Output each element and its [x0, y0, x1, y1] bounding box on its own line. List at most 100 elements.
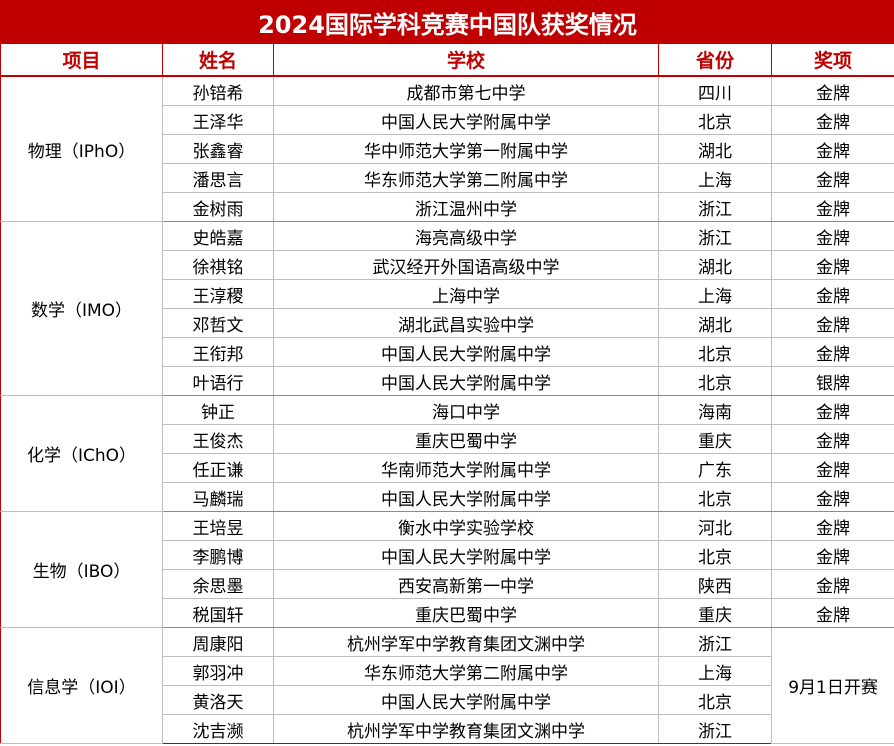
province-cell: 广东	[658, 453, 772, 483]
name-cell: 马麟瑞	[162, 482, 274, 512]
province-cell: 湖北	[658, 250, 772, 280]
province-cell: 湖北	[658, 134, 772, 164]
school-cell: 湖北武昌实验中学	[273, 308, 659, 338]
school-cell: 华南师范大学附属中学	[273, 453, 659, 483]
school-cell: 上海中学	[273, 279, 659, 309]
award-cell: 9月1日开赛	[770, 627, 894, 744]
school-cell: 浙江温州中学	[273, 192, 659, 222]
name-cell: 王俊杰	[162, 424, 274, 454]
name-cell: 史皓嘉	[162, 221, 274, 251]
school-cell: 中国人民大学附属中学	[273, 482, 659, 512]
table-row: 邓哲文 湖北武昌实验中学 湖北 金牌	[1, 308, 894, 338]
school-cell: 海亮高级中学	[273, 221, 659, 251]
province-cell: 重庆	[658, 424, 772, 454]
subject-cell: 物理（IPhO）	[0, 75, 163, 222]
province-cell: 重庆	[658, 598, 772, 628]
sheet-title: 2024国际学科竞赛中国队获奖情况	[0, 0, 894, 44]
table-row: 金树雨 浙江温州中学 浙江 金牌	[1, 192, 894, 222]
table-body: 物理（IPhO） 孙锫希 成都市第七中学 四川 金牌 王泽华 中国人民大学附属中学 北京 金牌张…	[0, 75, 894, 744]
school-cell: 成都市第七中学	[273, 75, 659, 106]
name-cell: 任正谦	[162, 453, 274, 483]
award-cell: 金牌	[770, 598, 894, 628]
province-cell: 上海	[658, 279, 772, 309]
award-cell: 金牌	[770, 105, 894, 135]
school-cell: 重庆巴蜀中学	[273, 424, 659, 454]
header-award: 奖项	[770, 43, 894, 77]
province-cell: 北京	[658, 366, 772, 396]
table-row: 化学（IChO） 钟正 海口中学 海南 金牌	[0, 395, 894, 512]
header-name: 姓名	[162, 43, 274, 77]
province-cell: 河北	[658, 511, 772, 541]
school-cell: 华东师范大学第二附属中学	[273, 163, 659, 193]
name-cell: 邓哲文	[162, 308, 274, 338]
school-cell: 中国人民大学附属中学	[273, 105, 659, 135]
name-cell: 潘思言	[162, 163, 274, 193]
name-cell: 孙锫希	[162, 75, 274, 106]
award-cell: 金牌	[770, 308, 894, 338]
province-cell: 浙江	[658, 192, 772, 222]
school-cell: 中国人民大学附属中学	[273, 366, 659, 396]
award-cell: 金牌	[770, 395, 894, 425]
award-cell: 金牌	[770, 221, 894, 251]
award-cell: 金牌	[770, 134, 894, 164]
table-row: 张鑫睿 华中师范大学第一附属中学 湖北 金牌	[1, 134, 894, 164]
name-cell: 张鑫睿	[162, 134, 274, 164]
name-cell: 沈吉濒	[162, 714, 274, 744]
province-cell: 北京	[658, 337, 772, 367]
subject-cell: 信息学（IOI）	[0, 627, 163, 744]
school-cell: 中国人民大学附属中学	[273, 685, 659, 715]
subject-cell: 生物（IBO）	[0, 511, 163, 628]
table-row: 物理（IPhO） 孙锫希 成都市第七中学 四川 金牌	[0, 75, 894, 222]
award-cell: 金牌	[770, 569, 894, 599]
table-row: 李鹏博 中国人民大学附属中学 北京 金牌	[1, 540, 894, 570]
province-cell: 四川	[658, 75, 772, 106]
table-row: 数学（IMO） 史皓嘉 海亮高级中学 浙江 金牌	[0, 221, 894, 396]
name-cell: 余思墨	[162, 569, 274, 599]
school-cell: 华东师范大学第二附属中学	[273, 656, 659, 686]
table-row: 信息学（IOI） 周康阳 杭州学军中学教育集团文渊中学 浙江 9月1日开赛	[0, 627, 894, 744]
award-cell: 金牌	[770, 482, 894, 512]
name-cell: 黄洛天	[162, 685, 274, 715]
school-cell: 杭州学军中学教育集团文渊中学	[273, 714, 659, 744]
award-cell: 金牌	[770, 75, 894, 106]
province-cell: 北京	[658, 685, 772, 715]
table-row: 王泽华 中国人民大学附属中学 北京 金牌	[1, 105, 894, 135]
award-cell: 金牌	[770, 337, 894, 367]
table-row: 沈吉濒 杭州学军中学教育集团文渊中学 浙江	[1, 714, 894, 744]
table-row: 黄洛天 中国人民大学附属中学 北京	[1, 685, 894, 715]
school-cell: 中国人民大学附属中学	[273, 540, 659, 570]
award-cell: 金牌	[770, 163, 894, 193]
school-cell: 重庆巴蜀中学	[273, 598, 659, 628]
province-cell: 北京	[658, 105, 772, 135]
province-cell: 湖北	[658, 308, 772, 338]
name-cell: 周康阳	[162, 627, 274, 657]
school-cell: 武汉经开外国语高级中学	[273, 250, 659, 280]
name-cell: 李鹏博	[162, 540, 274, 570]
province-cell: 海南	[658, 395, 772, 425]
header-row: 项目 姓名 学校 省份 奖项	[0, 43, 894, 77]
name-cell: 金树雨	[162, 192, 274, 222]
school-cell: 中国人民大学附属中学	[273, 337, 659, 367]
name-cell: 叶语行	[162, 366, 274, 396]
province-cell: 陕西	[658, 569, 772, 599]
table-row: 马麟瑞 中国人民大学附属中学 北京 金牌	[1, 482, 894, 512]
school-cell: 西安高新第一中学	[273, 569, 659, 599]
province-cell: 浙江	[658, 221, 772, 251]
school-cell: 华中师范大学第一附属中学	[273, 134, 659, 164]
province-cell: 北京	[658, 540, 772, 570]
table-row: 王衔邦 中国人民大学附属中学 北京 金牌	[1, 337, 894, 367]
title-row: 2024国际学科竞赛中国队获奖情况	[0, 0, 894, 44]
table-row: 生物（IBO） 王培昱 衡水中学实验学校 河北金牌	[0, 511, 894, 628]
name-cell: 王培昱	[162, 511, 274, 541]
award-cell: 金牌	[770, 192, 894, 222]
school-cell: 衡水中学实验学校	[273, 511, 659, 541]
name-cell: 王泽华	[162, 105, 274, 135]
province-cell: 上海	[658, 163, 772, 193]
table-row: 王淳稷 上海中学 上海 金牌	[1, 279, 894, 309]
name-cell: 钟正	[162, 395, 274, 425]
subject-cell: 数学（IMO）	[0, 221, 163, 396]
school-cell: 海口中学	[273, 395, 659, 425]
award-cell: 银牌	[770, 366, 894, 396]
